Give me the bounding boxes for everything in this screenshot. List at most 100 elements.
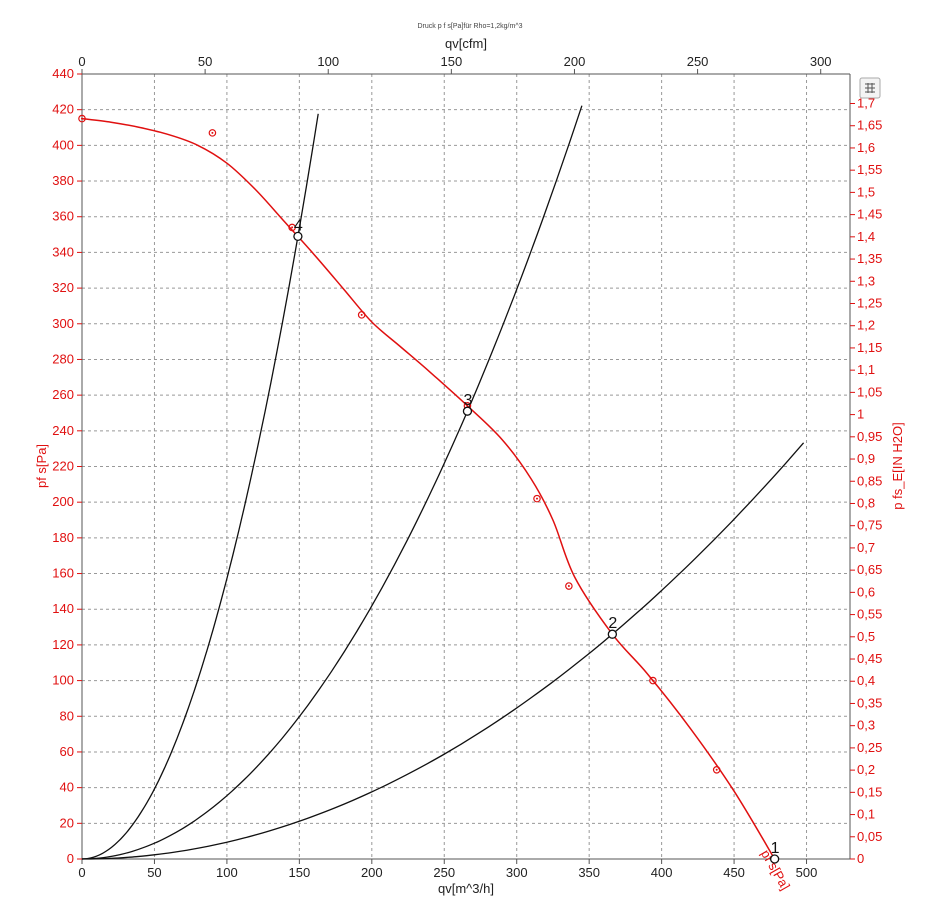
- y2-tick-label-30: 1,5: [857, 184, 875, 199]
- y2-tick-label-28: 1,4: [857, 229, 875, 244]
- operating-point-1: [769, 854, 780, 864]
- y-tick-label-3: 60: [60, 744, 74, 759]
- x2-tick-label-1: 50: [198, 54, 212, 69]
- measured-point-center-7: [651, 679, 654, 682]
- measured-point-center-3: [360, 313, 363, 316]
- x-tick-label-8: 400: [651, 865, 673, 880]
- y2-tick-label-18: 0,9: [857, 451, 875, 466]
- x2-tick-label-2: 100: [317, 54, 339, 69]
- y2-tick-label-34: 1,7: [857, 96, 875, 111]
- measured-point-6: [565, 582, 573, 590]
- measured-point-center-1: [211, 131, 214, 134]
- y2-tick-label-27: 1,35: [857, 251, 882, 266]
- x-tick-label-10: 500: [796, 865, 818, 880]
- x2-tick-label-5: 250: [687, 54, 709, 69]
- y-tick-label-18: 360: [52, 209, 74, 224]
- y2-tick-label-24: 1,2: [857, 318, 875, 333]
- y2-tick-label-15: 0,75: [857, 518, 882, 533]
- measured-point-3: [357, 311, 366, 319]
- y2-tick-label-9: 0,45: [857, 651, 882, 666]
- measured-point-center-2: [291, 226, 294, 229]
- measured-point-1: [208, 129, 217, 137]
- x2-tick-label-0: 0: [78, 54, 85, 69]
- y2-axis-title: p fs_E[IN H2O]: [890, 422, 905, 509]
- measured-point-center-6: [567, 585, 570, 588]
- y-tick-label-22: 440: [52, 66, 74, 81]
- y2-tick-label-8: 0,4: [857, 673, 875, 688]
- y2-tick-label-31: 1,55: [857, 162, 882, 177]
- y-tick-label-13: 260: [52, 387, 74, 402]
- y2-tick-label-1: 0,05: [857, 829, 882, 844]
- y-tick-label-8: 160: [52, 566, 74, 581]
- operating-point-4: [293, 231, 303, 242]
- system-curve-1: [81, 113, 319, 860]
- table-icon[interactable]: [859, 77, 881, 99]
- y2-tick-label-12: 0,6: [857, 584, 875, 599]
- measured-point-center-8: [715, 768, 718, 771]
- x2-tick-label-6: 300: [810, 54, 832, 69]
- points: 1 2 3 4: [78, 114, 780, 864]
- y-tick-label-7: 140: [52, 601, 74, 616]
- chart-title: Druck p f s[Pa]für Rho=1,2kg/m^3: [417, 23, 522, 30]
- y2-tick-label-10: 0,5: [857, 629, 875, 644]
- y2-tick-label-21: 1,05: [857, 384, 882, 399]
- y-tick-label-12: 240: [52, 423, 74, 438]
- operating-point-label-3: 3: [463, 392, 472, 409]
- y2-tick-label-16: 0,8: [857, 495, 875, 510]
- x-tick-label-2: 100: [216, 865, 238, 880]
- y2-tick-label-19: 0,95: [857, 429, 882, 444]
- measured-point-0: [78, 114, 86, 123]
- y-tick-label-15: 300: [52, 316, 74, 331]
- x-axis-title: qv[m^3/h]: [438, 881, 494, 896]
- y-tick-label-19: 380: [52, 173, 74, 188]
- y-tick-label-21: 420: [52, 102, 74, 117]
- y-tick-label-9: 180: [52, 530, 74, 545]
- y2-tick-label-0: 0: [857, 851, 864, 866]
- y2-tick-label-26: 1,3: [857, 273, 875, 288]
- measured-point-5: [533, 494, 541, 503]
- y2-tick-label-32: 1,6: [857, 140, 875, 155]
- y2-tick-label-33: 1,65: [857, 118, 882, 133]
- y2-tick-label-14: 0,7: [857, 540, 875, 555]
- y2-tick-label-5: 0,25: [857, 740, 882, 755]
- y2-tick-label-17: 0,85: [857, 473, 882, 488]
- y2-tick-label-29: 1,45: [857, 207, 882, 222]
- x2-tick-label-3: 150: [440, 54, 462, 69]
- operating-point-3: [462, 406, 473, 416]
- system-curve-2: [81, 105, 583, 860]
- y-tick-label-10: 200: [52, 494, 74, 509]
- y2-tick-label-3: 0,15: [857, 784, 882, 799]
- x-tick-label-0: 0: [78, 865, 85, 880]
- x-tick-label-3: 150: [289, 865, 311, 880]
- x-tick-label-5: 250: [433, 865, 455, 880]
- y-axis-title: pf s[Pa]: [34, 444, 49, 488]
- operating-point-label-1: 1: [771, 840, 780, 857]
- y2-tick-label-11: 0,55: [857, 607, 882, 622]
- y2-tick-label-6: 0,3: [857, 718, 875, 733]
- y-tick-label-2: 40: [60, 780, 74, 795]
- grid: [82, 73, 850, 859]
- y-tick-label-14: 280: [52, 351, 74, 366]
- y2-tick-label-22: 1,1: [857, 362, 875, 377]
- y2-tick-label-4: 0,2: [857, 762, 875, 777]
- y-tick-label-1: 20: [60, 815, 74, 830]
- operating-point-2: [607, 629, 618, 639]
- y2-tick-label-7: 0,35: [857, 695, 882, 710]
- operating-point-label-2: 2: [608, 615, 617, 632]
- measured-point-7: [649, 676, 657, 685]
- system-curve-3: [81, 442, 805, 860]
- y-tick-label-11: 220: [52, 459, 74, 474]
- x-tick-label-4: 200: [361, 865, 383, 880]
- x2-axis-title: qv[cfm]: [445, 36, 487, 51]
- x-tick-label-9: 450: [723, 865, 745, 880]
- x-tick-label-1: 50: [147, 865, 161, 880]
- y-tick-label-5: 100: [52, 673, 74, 688]
- y2-tick-label-2: 0,1: [857, 807, 875, 822]
- x-tick-label-6: 300: [506, 865, 528, 880]
- y-tick-label-16: 320: [52, 280, 74, 295]
- y2-tick-label-20: 1: [857, 407, 864, 422]
- fan-curve: [81, 117, 776, 860]
- measured-point-center-0: [81, 117, 83, 120]
- x-tick-label-7: 350: [578, 865, 600, 880]
